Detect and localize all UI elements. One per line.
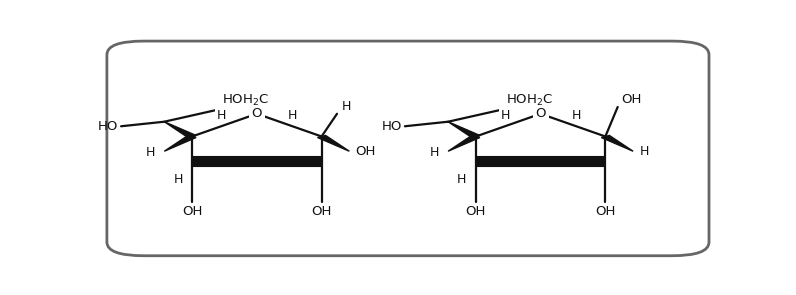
- Text: H: H: [500, 109, 509, 122]
- Text: H: H: [429, 146, 439, 159]
- Text: H: H: [572, 109, 581, 122]
- Polygon shape: [318, 135, 349, 151]
- Text: OH: OH: [311, 205, 332, 218]
- Text: H: H: [639, 145, 649, 158]
- Text: HO: HO: [381, 120, 402, 133]
- FancyBboxPatch shape: [107, 41, 709, 256]
- Text: O: O: [252, 107, 262, 120]
- Polygon shape: [448, 122, 480, 137]
- Text: HO: HO: [98, 120, 118, 133]
- Text: OH: OH: [595, 205, 615, 218]
- Text: H: H: [174, 173, 183, 186]
- Polygon shape: [601, 135, 633, 151]
- Text: H: H: [457, 173, 466, 186]
- Text: HOH$_2$C: HOH$_2$C: [506, 93, 553, 108]
- Text: H: H: [342, 100, 351, 113]
- Text: OH: OH: [356, 145, 376, 158]
- Text: H: H: [146, 146, 155, 159]
- Text: OH: OH: [181, 205, 202, 218]
- Polygon shape: [164, 135, 196, 151]
- Polygon shape: [448, 135, 480, 151]
- Text: H: H: [217, 109, 226, 122]
- Text: H: H: [287, 109, 297, 122]
- Text: HOH$_2$C: HOH$_2$C: [222, 93, 270, 108]
- Text: OH: OH: [621, 93, 641, 106]
- Polygon shape: [164, 122, 196, 137]
- Text: OH: OH: [466, 205, 486, 218]
- Text: O: O: [536, 107, 546, 120]
